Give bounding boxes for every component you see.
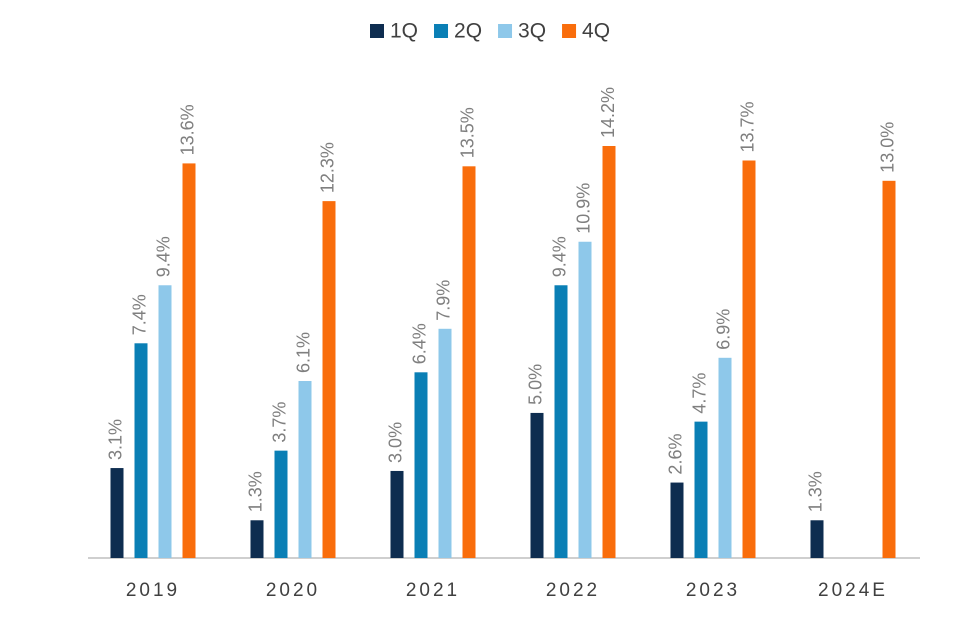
bar — [250, 520, 264, 558]
bar — [438, 328, 452, 558]
bar — [670, 482, 684, 558]
bar — [298, 381, 312, 558]
value-label: 13.0% — [878, 122, 898, 173]
value-label: 14.2% — [598, 87, 618, 138]
bar — [414, 372, 428, 558]
value-label: 12.3% — [318, 142, 338, 193]
bar — [602, 146, 616, 558]
value-label: 13.5% — [458, 107, 478, 158]
legend-swatch — [562, 24, 577, 38]
bar — [530, 412, 544, 558]
value-label: 6.9% — [714, 309, 734, 350]
value-label: 7.9% — [434, 280, 454, 321]
legend-label: 1Q — [390, 20, 418, 43]
bar — [274, 450, 288, 558]
value-label: 1.3% — [806, 471, 826, 512]
x-tick-label: 2021 — [406, 580, 460, 601]
value-label: 9.4% — [550, 236, 570, 277]
legend-label: 4Q — [582, 20, 610, 43]
bar — [462, 166, 476, 558]
x-tick-label: 2022 — [546, 580, 600, 601]
legend-swatch — [434, 24, 449, 38]
value-label: 9.4% — [154, 236, 174, 277]
bar — [182, 163, 196, 558]
x-tick-label: 2023 — [686, 580, 740, 601]
legend-swatch — [498, 24, 513, 38]
bar — [554, 285, 568, 558]
value-label: 3.0% — [386, 422, 406, 463]
value-label: 3.1% — [106, 419, 126, 460]
bar — [390, 470, 404, 558]
bar — [718, 357, 732, 558]
value-label: 13.7% — [738, 101, 758, 152]
x-tick-label: 2024E — [818, 580, 888, 601]
bar — [110, 468, 124, 558]
value-label: 6.1% — [294, 332, 314, 373]
value-label: 7.4% — [130, 294, 150, 335]
value-label: 4.7% — [690, 373, 710, 414]
value-label: 3.7% — [270, 402, 290, 443]
value-label: 2.6% — [666, 434, 686, 475]
bar — [578, 241, 592, 559]
bar — [322, 201, 336, 558]
legend-label: 2Q — [454, 20, 482, 43]
bar — [742, 160, 756, 558]
value-label: 5.0% — [526, 364, 546, 405]
bar — [810, 520, 824, 558]
legend-swatch — [370, 24, 384, 38]
value-label: 6.4% — [410, 323, 430, 364]
bar — [882, 180, 896, 558]
legend-label: 3Q — [518, 20, 546, 43]
bar — [158, 285, 172, 558]
value-label: 10.9% — [574, 183, 594, 234]
x-tick-label: 2019 — [126, 580, 180, 601]
bar — [134, 343, 148, 558]
bar — [694, 421, 708, 558]
value-label: 1.3% — [246, 471, 266, 512]
x-tick-label: 2020 — [266, 580, 320, 601]
value-label: 13.6% — [178, 104, 198, 155]
